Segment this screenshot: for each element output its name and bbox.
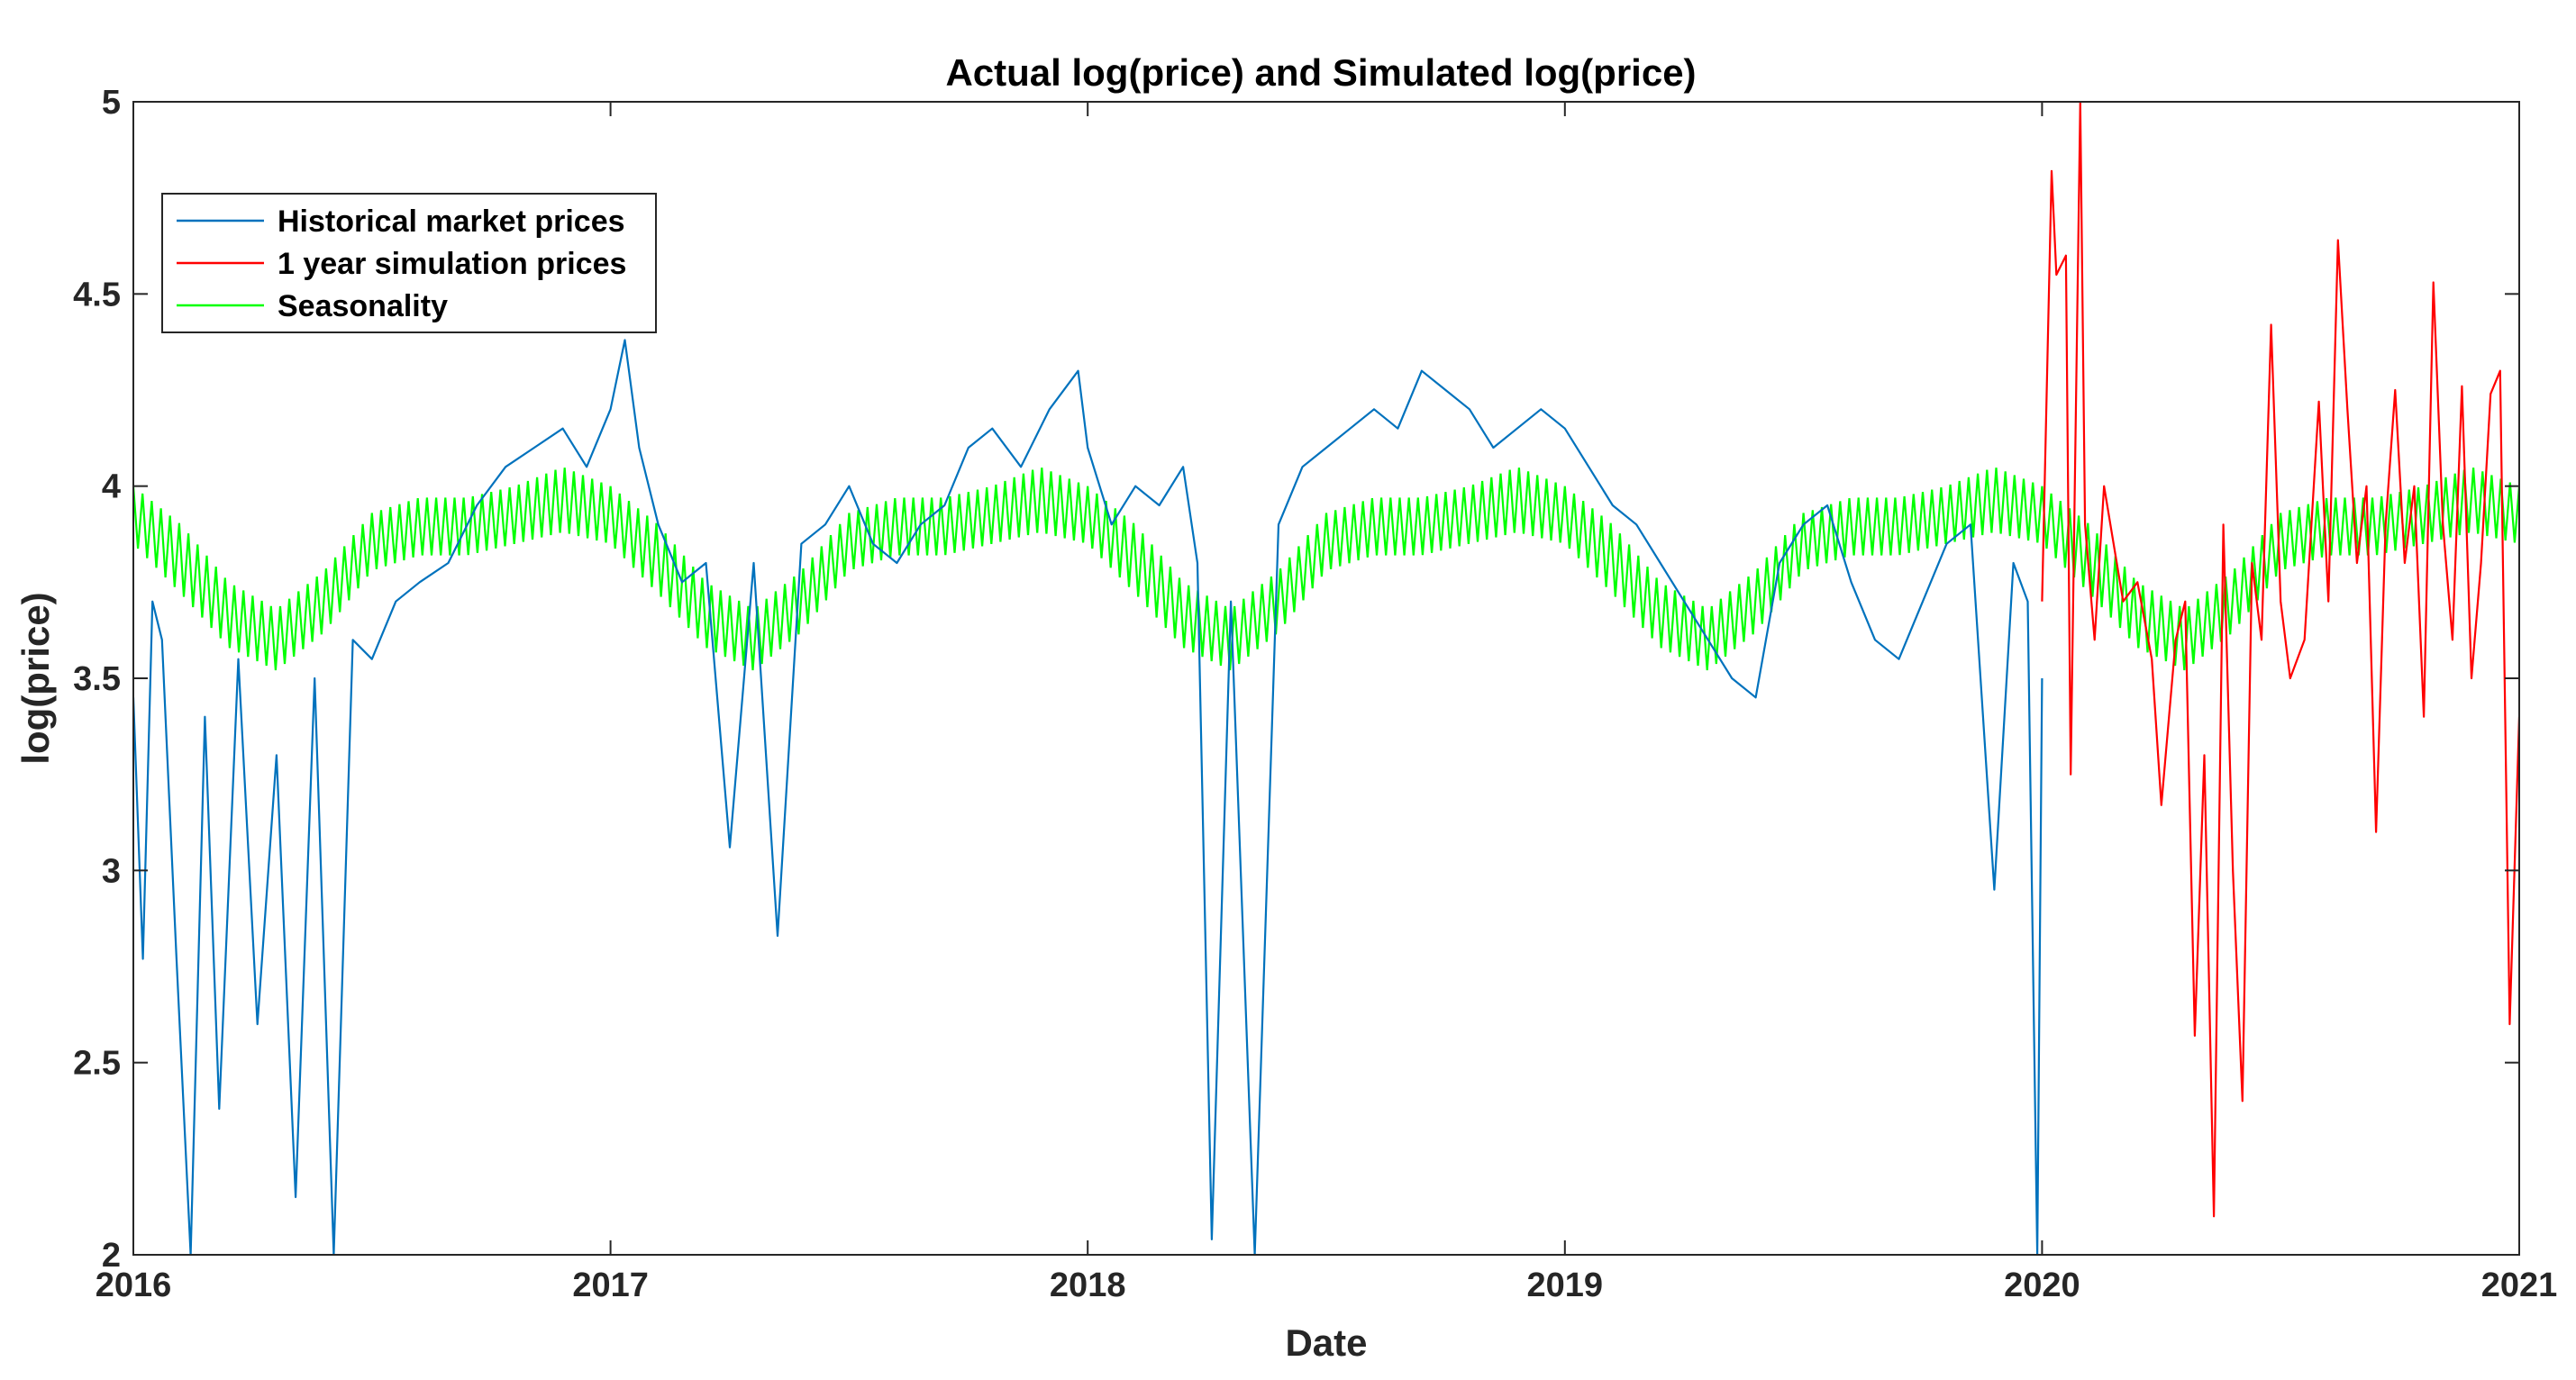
y-tick-label: 2.5 — [73, 1045, 121, 1083]
y-tick-label: 4.5 — [73, 276, 121, 313]
y-tick-label: 3 — [102, 852, 121, 890]
simulation-price-line — [2041, 102, 2519, 1218]
y-axis-label: log(price) — [14, 592, 57, 764]
y-axis: 2 2.5 3 3.5 4 4.5 5 — [73, 84, 2519, 1275]
legend-label-seasonality: Seasonality — [278, 289, 448, 323]
seasonality-band — [133, 468, 2519, 671]
seasonality-line — [133, 468, 2519, 671]
x-axis: 2016 2017 2018 2019 2020 2021 — [96, 102, 2558, 1304]
simulation-series-group — [2041, 102, 2519, 1218]
x-tick-label: 2019 — [1527, 1267, 1604, 1304]
y-tick-label: 2 — [102, 1237, 121, 1275]
historical-price-line — [133, 339, 2044, 1255]
legend-label-simulation: 1 year simulation prices — [278, 247, 626, 281]
y-tick-label: 3.5 — [73, 660, 121, 698]
y-tick-label: 4 — [102, 468, 121, 506]
x-tick-label: 2017 — [572, 1267, 649, 1304]
x-axis-label: Date — [1285, 1321, 1367, 1364]
y-tick-label: 5 — [102, 84, 121, 122]
x-tick-label: 2018 — [1050, 1267, 1126, 1304]
historical-series-group — [133, 339, 2044, 1255]
legend: Historical market prices 1 year simulati… — [161, 193, 657, 333]
x-tick-label: 2020 — [2004, 1267, 2080, 1304]
legend-label-historical: Historical market prices — [278, 204, 625, 239]
x-tick-label: 2021 — [2481, 1267, 2558, 1304]
x-tick-label: 2016 — [96, 1267, 172, 1304]
chart-title: Actual log(price) and Simulated log(pric… — [945, 51, 1696, 94]
